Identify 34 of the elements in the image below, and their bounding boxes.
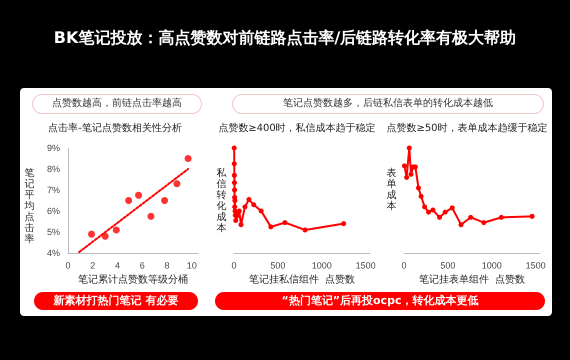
x-tick-label: 10 xyxy=(186,260,197,271)
text: 新素材打热门笔记 有必要 xyxy=(34,292,198,310)
x-tick-label: 0 xyxy=(65,260,71,271)
x-tick-label: 4 xyxy=(115,260,120,271)
x-axis-title: 笔记挂私信组件 点赞数 xyxy=(249,274,355,286)
chart-subtitle: 点赞数越高，前链点击率越高 xyxy=(32,94,202,114)
x-tick-label: 500 xyxy=(270,260,286,271)
x-tick-label: 2 xyxy=(90,260,96,271)
y-tick-label: 8% xyxy=(46,164,60,174)
x-tick-label: 1000 xyxy=(482,260,502,271)
x-tick-label: 0 xyxy=(231,260,237,271)
text: 点赞数≥50时，表单成本趋缓于稳定 xyxy=(385,122,549,135)
x-tick-label: 1000 xyxy=(312,260,332,271)
y-tick-label: 9% xyxy=(46,143,60,153)
x-tick-label: 500 xyxy=(440,260,456,271)
y-axis-title: 表单成本 xyxy=(386,168,397,212)
y-tick-label: 5% xyxy=(46,227,60,238)
chart-subtitle: 笔记点赞数越多，后链私信表单的转化成本越低 xyxy=(232,94,544,114)
x-tick-label: 1500 xyxy=(356,260,376,271)
x-tick-label: 6 xyxy=(140,260,145,271)
y-axis-title: 笔记平均点击率 xyxy=(24,168,35,245)
y-tick-label: 7% xyxy=(46,185,60,196)
text: BK笔记投放：高点赞数对前链路点击率/后链路转化率有极大帮助 xyxy=(52,28,518,49)
x-tick-label: 1500 xyxy=(526,260,546,271)
x-tick-label: 8 xyxy=(164,260,170,271)
x-tick-label: 0 xyxy=(401,260,407,271)
text: 点赞数≥400时，私信成本趋于稳定 xyxy=(217,122,377,135)
y-tick-label: 4% xyxy=(46,248,60,258)
x-axis-title: 笔记累计点赞数等级分桶 xyxy=(78,274,188,286)
y-axis-title: 私信转化成本 xyxy=(216,168,227,234)
y-tick-label: 6% xyxy=(46,206,60,216)
text: “热门笔记”后再投ocpc，转化成本更低 xyxy=(215,292,545,310)
x-axis-title: 笔记挂表单组件 点赞数 xyxy=(419,274,525,286)
text: 点击率-笔记点赞数相关性分析 xyxy=(47,122,183,135)
